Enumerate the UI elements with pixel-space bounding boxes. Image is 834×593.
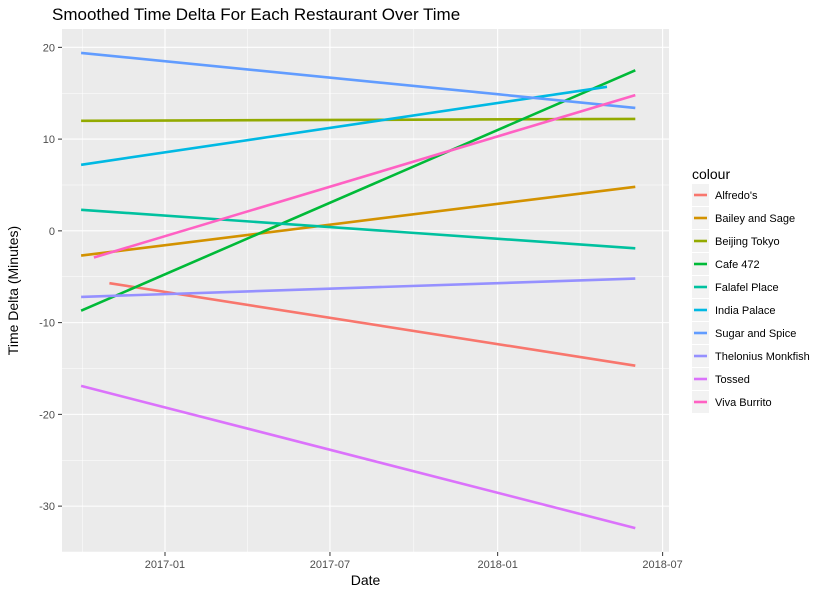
- y-tick-label: 10: [43, 134, 55, 146]
- legend: colour Alfredo's Bailey and Sage Beijing T…: [692, 166, 810, 413]
- series-line-sugar-and-spice: [80, 51, 636, 110]
- legend-label-alfredo-s: Alfredo's: [715, 190, 758, 202]
- y-tick-label: -10: [39, 318, 55, 330]
- x-tick-label: 2018-07: [642, 559, 682, 571]
- series-line-beijing-tokyo: [81, 117, 636, 123]
- series-line-tossed: [80, 384, 636, 530]
- series-line-viva-burrito: [93, 93, 636, 259]
- y-tick-label: 20: [43, 42, 55, 54]
- legend-label-cafe-472: Cafe 472: [715, 259, 760, 271]
- series-line-india-palace: [80, 85, 608, 167]
- x-tick-label: 2018-01: [477, 559, 517, 571]
- series-line-thelonius-monkfish: [81, 277, 636, 299]
- y-tick-label: -20: [39, 409, 55, 421]
- legend-label-india-palace: India Palace: [715, 305, 776, 317]
- x-tick-label: 2017-01: [145, 559, 185, 571]
- y-tick-label: -30: [39, 501, 55, 513]
- series-line-alfredo-s: [109, 281, 636, 367]
- series-lines: [80, 51, 636, 530]
- x-tick-label: 2017-07: [310, 559, 350, 571]
- series-line-falafel-place: [81, 208, 636, 250]
- legend-label-tossed: Tossed: [715, 374, 750, 386]
- series-line-bailey-and-sage: [80, 185, 636, 257]
- y-axis: -30 -20 -10 0 10 20: [39, 42, 62, 513]
- y-tick-label: 0: [49, 226, 55, 238]
- legend-label-bailey-and-sage: Bailey and Sage: [715, 213, 795, 225]
- legend-label-thelonius-monkfish: Thelonius Monkfish: [715, 351, 810, 363]
- x-axis: 2017-01 2017-07 2018-01 2018-07: [145, 552, 683, 571]
- legend-label-beijing-tokyo: Beijing Tokyo: [715, 236, 780, 248]
- x-axis-title: Date: [351, 572, 381, 588]
- legend-label-sugar-and-spice: Sugar and Spice: [715, 328, 796, 340]
- y-axis-title: Time Delta (Minutes): [5, 226, 21, 355]
- series-line-cafe-472: [80, 69, 636, 312]
- legend-title: colour: [692, 166, 730, 182]
- legend-label-falafel-place: Falafel Place: [715, 282, 779, 294]
- legend-label-viva-burrito: Viva Burrito: [715, 397, 772, 409]
- chart-title: Smoothed Time Delta For Each Restaurant …: [52, 5, 461, 24]
